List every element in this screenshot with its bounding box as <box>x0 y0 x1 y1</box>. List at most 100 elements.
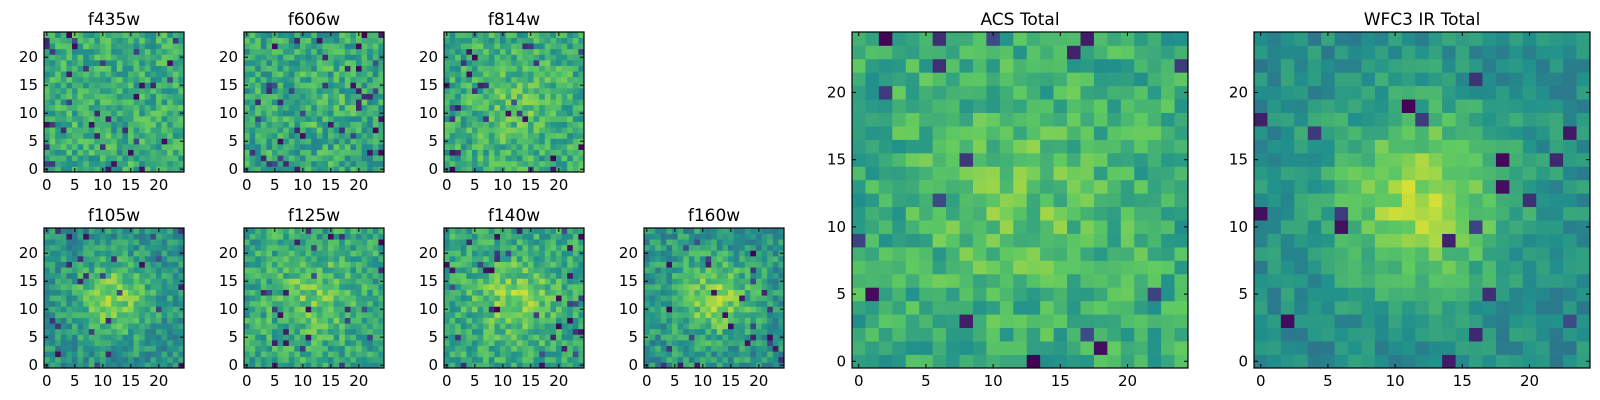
heatmap-cell <box>88 110 95 117</box>
heatmap-cell <box>260 121 267 128</box>
heatmap-cell <box>483 99 490 106</box>
heatmap-cell <box>139 160 146 167</box>
heatmap-cell <box>750 250 757 257</box>
heatmap-cell <box>178 71 185 78</box>
heatmap-cell <box>60 54 67 61</box>
heatmap-cell <box>711 244 718 251</box>
heatmap-cell <box>294 65 301 72</box>
y-tick-label: 10 <box>19 300 38 318</box>
heatmap-cell <box>444 267 450 274</box>
heatmap-cell <box>460 60 467 66</box>
heatmap-cell <box>156 60 162 66</box>
heatmap-cell <box>300 121 306 128</box>
heatmap-cell <box>449 88 456 94</box>
heatmap-cell <box>516 71 523 78</box>
heatmap-cell <box>144 334 151 341</box>
heatmap-cell <box>550 312 557 318</box>
heatmap-cell <box>161 278 168 285</box>
heatmap-cell <box>244 88 250 94</box>
heatmap-cell <box>1120 166 1135 181</box>
heatmap-cell <box>1120 287 1135 302</box>
heatmap-cell <box>744 317 751 324</box>
heatmap-cell <box>716 295 723 302</box>
heatmap-cell <box>72 132 78 139</box>
heatmap-cell <box>300 340 306 346</box>
heatmap-cell <box>367 138 374 145</box>
heatmap-cell <box>372 244 379 251</box>
heatmap-cell <box>1147 300 1162 315</box>
heatmap-cell <box>116 76 123 83</box>
heatmap-cell <box>878 233 893 248</box>
heatmap-cell <box>350 37 357 44</box>
heatmap-cell <box>77 93 84 100</box>
heatmap-cell <box>772 267 779 274</box>
heatmap-cell <box>105 244 112 251</box>
heatmap-cell <box>300 104 306 111</box>
heatmap-cell <box>288 82 295 89</box>
heatmap-cell <box>999 206 1014 221</box>
heatmap-cell <box>533 43 540 50</box>
heatmap-cell <box>528 328 534 335</box>
heatmap-cell <box>367 244 374 251</box>
heatmap-cell <box>111 110 118 117</box>
axes-frame <box>43 31 185 173</box>
heatmap-cell <box>167 60 174 66</box>
heatmap-cell <box>178 317 185 324</box>
heatmap-cell <box>761 278 768 285</box>
heatmap-cell <box>172 121 179 128</box>
heatmap-cell <box>578 300 585 307</box>
heatmap-cell <box>556 71 562 78</box>
heatmap-cell <box>277 32 284 38</box>
heatmap-cell <box>49 233 56 240</box>
heatmap-cell <box>852 247 866 261</box>
heatmap-cell <box>959 354 974 369</box>
heatmap-cell <box>494 155 501 162</box>
heatmap-cell <box>677 289 684 296</box>
heatmap-cell <box>167 149 174 156</box>
heatmap-cell <box>260 295 267 302</box>
heatmap-cell <box>767 312 774 318</box>
heatmap-cell <box>367 300 374 307</box>
heatmap-cell <box>83 138 90 145</box>
heatmap-cell <box>272 127 278 134</box>
heatmap-cell <box>1093 341 1108 355</box>
heatmap-cell <box>66 334 73 341</box>
heatmap-cell <box>572 228 579 234</box>
heatmap-cell <box>156 334 162 341</box>
heatmap-cell <box>483 306 490 313</box>
heatmap-cell <box>488 132 495 139</box>
heatmap-cell <box>528 306 534 313</box>
heatmap-cell <box>150 233 157 240</box>
heatmap-cell <box>700 272 706 279</box>
heatmap-cell <box>105 284 112 290</box>
heatmap-cell <box>167 48 174 55</box>
heatmap-cell <box>255 328 262 335</box>
heatmap-cell <box>522 88 529 94</box>
heatmap-cell <box>305 37 312 44</box>
heatmap-cell <box>255 340 262 346</box>
heatmap-cell <box>60 312 67 318</box>
heatmap-cell <box>466 289 473 296</box>
heatmap-cell <box>172 267 179 274</box>
heatmap-cell <box>49 267 56 274</box>
heatmap-cell <box>739 317 746 324</box>
heatmap-cell <box>959 206 974 221</box>
heatmap-cell <box>49 323 56 330</box>
heatmap-cell <box>694 250 701 257</box>
heatmap-cell <box>744 340 751 346</box>
heatmap-cell <box>460 233 467 240</box>
heatmap-cell <box>283 65 290 72</box>
heatmap-cell <box>556 116 562 122</box>
heatmap-cell <box>288 312 295 318</box>
heatmap-cell <box>167 356 174 363</box>
heatmap-cell <box>333 99 340 106</box>
heatmap-cell <box>750 351 757 358</box>
heatmap-cell <box>528 340 534 346</box>
heatmap-cell <box>700 250 706 257</box>
x-tick-label: 10 <box>293 176 312 194</box>
heatmap-cell <box>567 43 574 50</box>
heatmap-cell <box>561 340 568 346</box>
heatmap-cell <box>83 233 90 240</box>
heatmap-cell <box>483 138 490 145</box>
